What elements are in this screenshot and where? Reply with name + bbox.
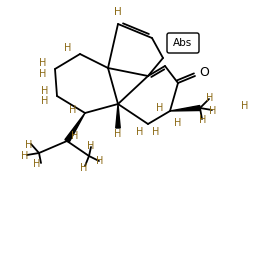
Text: Abs: Abs [173,38,192,48]
Text: O: O [199,67,209,79]
FancyBboxPatch shape [167,33,199,53]
Text: H: H [241,101,249,111]
Text: H: H [199,115,207,125]
Text: H: H [156,103,164,113]
Text: H: H [174,118,182,128]
Text: H: H [21,151,29,161]
Text: H: H [209,106,217,116]
Text: H: H [41,86,49,96]
Text: H: H [80,163,88,173]
Text: H: H [136,127,144,137]
Polygon shape [116,104,120,128]
Text: H: H [39,69,47,79]
Text: H: H [152,127,160,137]
Polygon shape [65,113,85,142]
Text: H: H [39,58,47,68]
Text: H: H [96,156,104,166]
Text: H: H [87,141,95,151]
Text: H: H [64,43,72,53]
Text: H: H [25,140,33,150]
Text: H: H [71,131,79,141]
Text: H: H [41,96,49,106]
Text: H: H [206,93,214,103]
Polygon shape [170,105,200,111]
Text: H: H [114,7,122,17]
Text: H: H [33,159,41,169]
Text: H: H [114,129,122,139]
Text: H: H [69,105,77,115]
